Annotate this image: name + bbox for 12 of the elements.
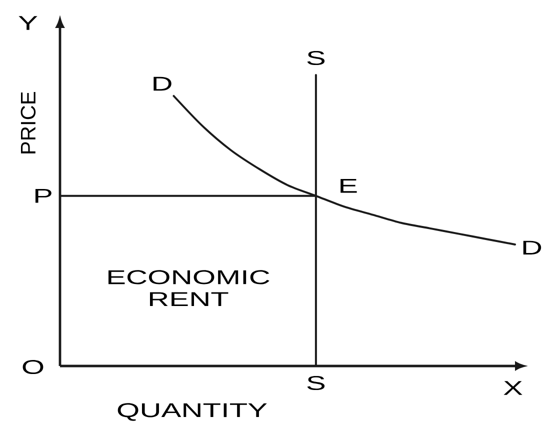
text: Y [18, 16, 38, 30]
text: D [523, 240, 542, 255]
y-axis-title: PRICE [20, 92, 36, 154]
annotation: E [340, 178, 357, 193]
series-label: P [35, 189, 52, 203]
series-label: D [154, 76, 172, 91]
x-axis-title: QUANTITY [118, 403, 267, 421]
text: O [22, 360, 44, 374]
text: S [307, 50, 325, 66]
annotation: ECONOMIC RENT [108, 270, 270, 306]
text: S [307, 376, 325, 390]
text: X [504, 381, 522, 395]
